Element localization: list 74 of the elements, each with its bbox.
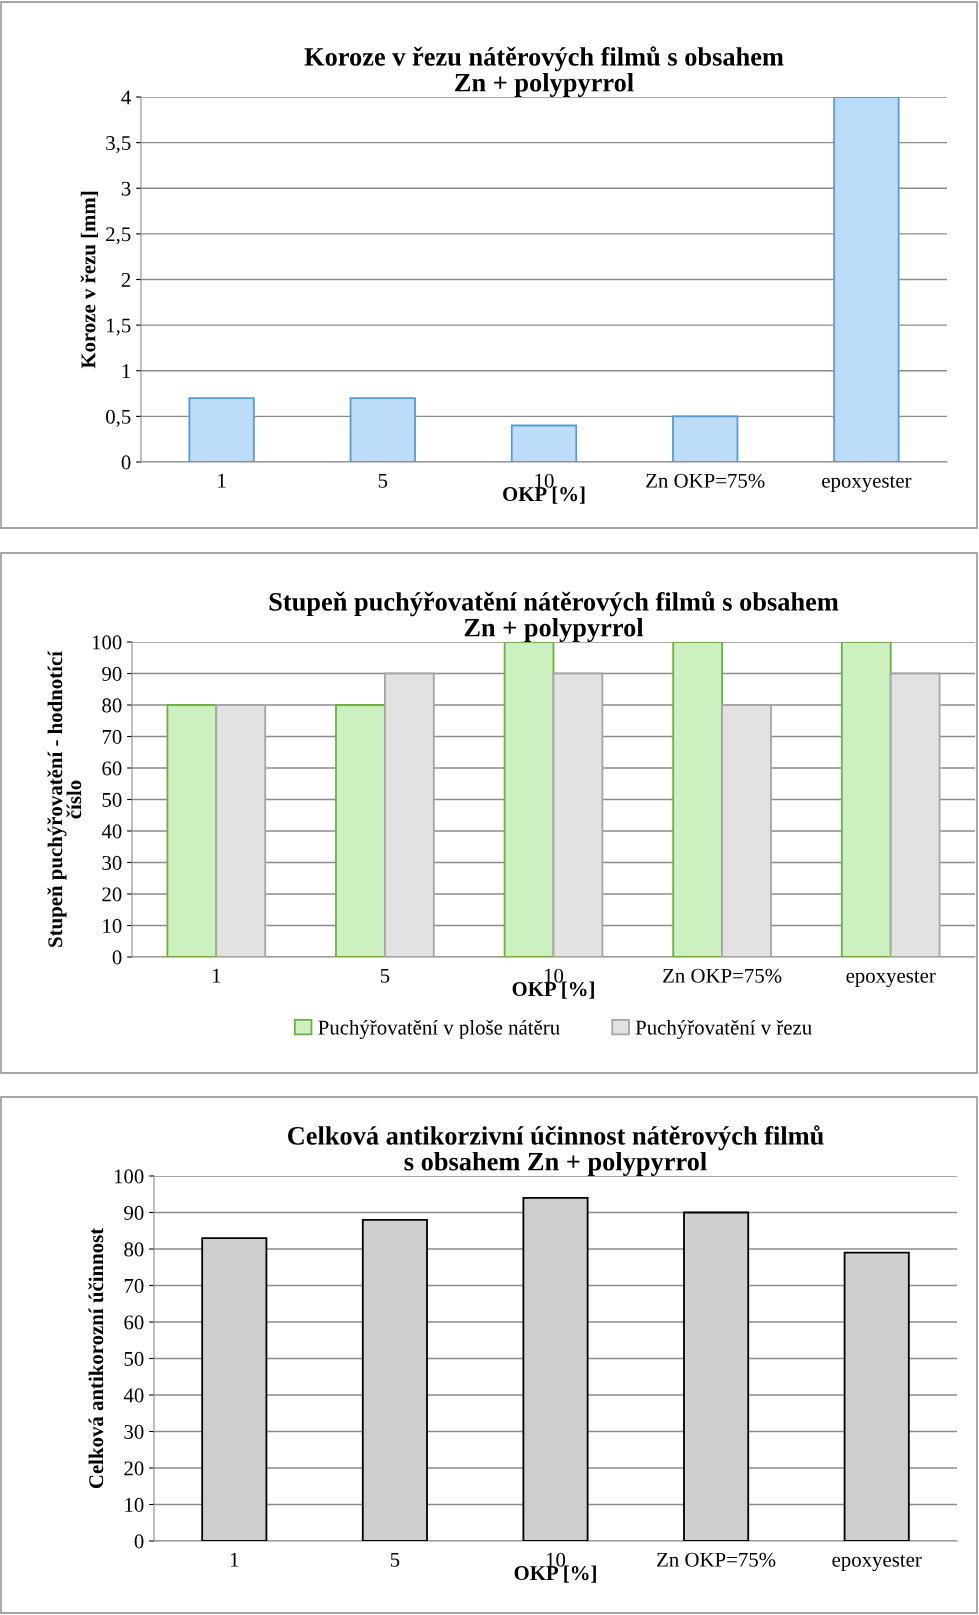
x-tick-label: 10 [544, 968, 564, 983]
chart-title: Stupeň puchýřovatění nátěrových filmů s obsahem Zn + polypyrrol [269, 591, 839, 642]
y-tick-label: 1,5 [107, 318, 131, 336]
bar [833, 97, 900, 462]
bar [552, 672, 604, 957]
bar [721, 704, 772, 957]
x-tick-label: 5 [378, 473, 388, 488]
bar [683, 1211, 750, 1541]
y-tick-label: 2 [121, 272, 131, 287]
y-tick-label: 10 [125, 1497, 144, 1512]
y-tick-label: 100 [114, 1169, 144, 1184]
y-tick-label: 50 [124, 1351, 144, 1366]
chart-title: Koroze v řezu nátěrových filmů s obsahem Zn + polypyrrol [304, 46, 784, 97]
bar [672, 415, 739, 462]
y-tick-label: 80 [102, 698, 122, 713]
x-tick-label: 1 [230, 1552, 239, 1567]
bar [166, 704, 218, 957]
bar [335, 704, 386, 957]
y-tick-label: 3,5 [106, 136, 131, 154]
y-axis-title: Koroze v řezu [mm] [80, 191, 99, 369]
bar [840, 642, 892, 957]
bar [510, 424, 578, 462]
y-tick-label: 0 [121, 455, 131, 470]
x-tick-label: 5 [380, 968, 390, 983]
bar [522, 1196, 589, 1541]
y-tick-label: 10 [103, 918, 122, 933]
x-tick-label: 10 [546, 1552, 566, 1567]
x-tick-label: epoxyester [832, 1554, 922, 1571]
y-tick-label: 60 [102, 761, 122, 776]
y-tick-label: 40 [123, 1388, 144, 1403]
y-tick-label: 1 [122, 364, 131, 378]
y-tick-label: 80 [124, 1242, 144, 1257]
x-tick-label: Zn OKP=75% [663, 968, 782, 983]
x-tick-label: epoxyester [822, 475, 912, 492]
y-tick-label: 40 [101, 824, 122, 839]
y-tick-label: 4 [121, 90, 131, 105]
y-tick-label: 0 [112, 950, 122, 965]
y-axis-title: Stupeň puchýřovatění - hodnotící číslo [47, 650, 82, 947]
bar [215, 704, 267, 957]
bar [843, 1251, 910, 1541]
y-tick-label: 3 [121, 181, 131, 196]
x-tick-label: Zn OKP=75% [657, 1552, 776, 1567]
y-tick-label: 70 [102, 729, 122, 744]
x-tick-label: 10 [535, 473, 554, 488]
y-tick-label: 20 [102, 887, 122, 902]
y-tick-label: 20 [124, 1461, 144, 1476]
y-tick-label: 90 [102, 666, 122, 681]
bar [889, 672, 941, 957]
bar [503, 642, 555, 957]
bar [349, 397, 416, 462]
bar [672, 642, 724, 957]
bar [361, 1218, 428, 1541]
y-tick-label: 30 [124, 1424, 144, 1439]
legend-label: Puchýřovatění v řezu [635, 1019, 812, 1039]
y-tick-label: 70 [124, 1278, 144, 1293]
y-tick-label: 60 [124, 1315, 144, 1330]
y-tick-label: 90 [124, 1205, 144, 1220]
legend-label: Puchýřovatění v ploše nátěru [318, 1019, 560, 1039]
chart-title: Celková antikorzivní účinnost nátěrových filmů s obsahem Zn + polypyrrol [288, 1125, 824, 1176]
x-tick-label: Zn OKP=75% [646, 473, 765, 488]
x-tick-label: 1 [212, 968, 221, 983]
x-tick-label: 1 [218, 473, 226, 488]
y-tick-label: 30 [102, 855, 122, 870]
y-tick-label: 0 [134, 1534, 144, 1549]
bar [188, 397, 255, 462]
y-tick-label: 50 [102, 792, 122, 807]
bar [383, 672, 435, 957]
y-tick-label: 2,5 [106, 227, 131, 245]
y-tick-label: 0,5 [106, 409, 131, 427]
y-tick-label: 100 [92, 635, 122, 650]
bar [201, 1237, 268, 1541]
x-tick-label: 5 [390, 1552, 400, 1567]
y-axis-title: Celková antikorozní účinnost [88, 1227, 104, 1489]
x-tick-label: epoxyester [846, 970, 936, 987]
